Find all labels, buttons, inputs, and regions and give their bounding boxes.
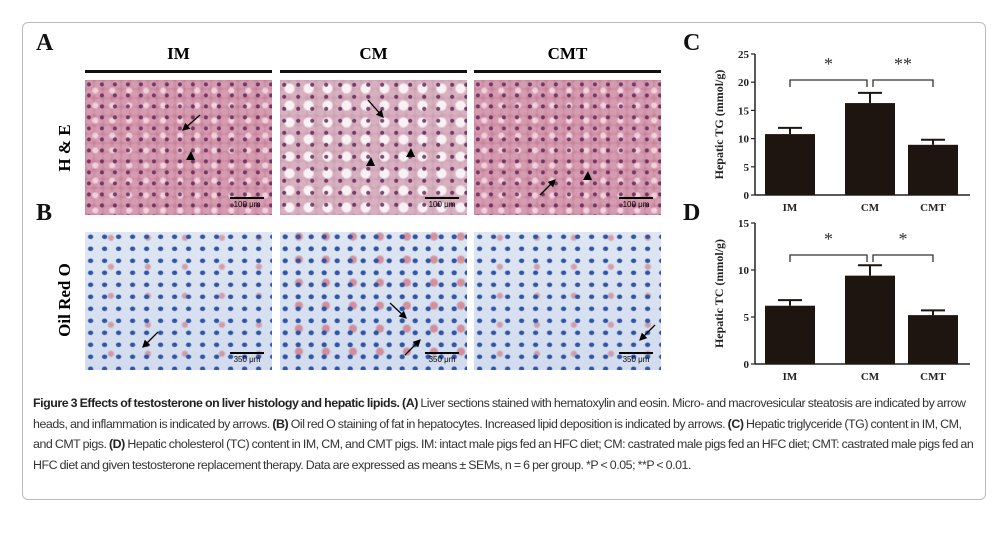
- x-tick-label: IM: [783, 371, 798, 383]
- y-axis-label: Hepatic TC (mmol/g): [712, 239, 726, 348]
- y-tick-label: 15: [738, 218, 750, 230]
- panel-label-d: D: [683, 200, 701, 226]
- significance-label: *: [899, 229, 908, 249]
- scale-bar: 350 μm: [425, 352, 459, 364]
- y-tick-label: 0: [744, 359, 750, 371]
- arrowhead-icon: [186, 151, 195, 160]
- y-tick-label: 10: [738, 134, 750, 146]
- arrow-icon: [539, 179, 556, 196]
- scale-bar: 350 μm: [230, 352, 264, 364]
- significance-label: *: [824, 229, 833, 249]
- arrowhead-icon: [406, 148, 415, 157]
- figure-caption: Figure 3 Effects of testosterone on live…: [33, 396, 974, 472]
- y-tick-label: 10: [738, 265, 750, 277]
- panel-label-a: A: [36, 30, 54, 56]
- micrograph-oro-im: 350 μm: [85, 232, 272, 370]
- chart-d: 0 5 10 15 Hepatic TC (mmol/g) IM CM CMT * *: [712, 218, 970, 383]
- bar-cm: [845, 103, 895, 195]
- arrow-icon: [389, 302, 407, 319]
- column-rule: [280, 70, 467, 73]
- arrow-icon: [142, 331, 159, 348]
- y-tick-label: 5: [744, 312, 750, 324]
- x-tick-label: IM: [783, 202, 798, 214]
- micrograph-oro-cm: 350 μm: [280, 232, 467, 370]
- bar-cm: [845, 275, 895, 364]
- y-axis-label: Hepatic TG (mmol/g): [712, 70, 726, 180]
- scale-bar: 100 μm: [425, 197, 459, 209]
- significance-bracket: [789, 79, 868, 87]
- y-tick-label: 25: [738, 49, 750, 61]
- scale-bar: 100 μm: [619, 197, 653, 209]
- y-tick-label: 20: [738, 77, 750, 89]
- panel-label-c: C: [683, 30, 701, 56]
- significance-bracket: [789, 254, 868, 262]
- panel-label-b: B: [36, 200, 53, 226]
- bar-im: [765, 134, 815, 195]
- column-header-cmt: CMT: [547, 44, 588, 63]
- micrograph-he-im: 100 μm: [85, 80, 272, 215]
- x-tick-label: CM: [861, 202, 880, 214]
- bar-cmt: [908, 315, 958, 364]
- figure-frame: [22, 22, 986, 500]
- x-tick-label: CMT: [920, 202, 946, 214]
- significance-bracket: [872, 254, 934, 262]
- bar-cmt: [908, 144, 958, 195]
- x-tick-label: CMT: [920, 371, 946, 383]
- column-header-im: IM: [167, 44, 190, 63]
- bar-im: [765, 305, 815, 364]
- scale-bar: 100 μm: [230, 197, 264, 209]
- significance-label: *: [824, 54, 833, 74]
- significance-label: **: [894, 54, 912, 74]
- x-tick-label: CM: [861, 371, 880, 383]
- column-rule: [85, 70, 272, 73]
- column-header-cm: CM: [359, 44, 388, 63]
- arrow-icon: [182, 114, 201, 131]
- scale-bar: 350 μm: [619, 352, 653, 364]
- arrow-icon: [639, 324, 656, 341]
- significance-bracket: [872, 79, 934, 87]
- column-rule: [474, 70, 661, 73]
- y-tick-label: 0: [744, 190, 750, 202]
- arrowhead-icon: [366, 157, 375, 166]
- arrow-icon: [367, 99, 384, 118]
- micrograph-oro-cmt: 350 μm: [474, 232, 661, 370]
- y-tick-label: 15: [738, 105, 750, 117]
- micrograph-he-cmt: 100 μm: [474, 80, 661, 215]
- y-tick-label: 5: [744, 162, 750, 174]
- micrograph-he-cm: 100 μm: [280, 80, 467, 215]
- arrow-icon: [404, 339, 421, 356]
- arrowhead-icon: [583, 171, 592, 180]
- caption-title: Figure 3 Effects of testosterone on live…: [33, 396, 400, 410]
